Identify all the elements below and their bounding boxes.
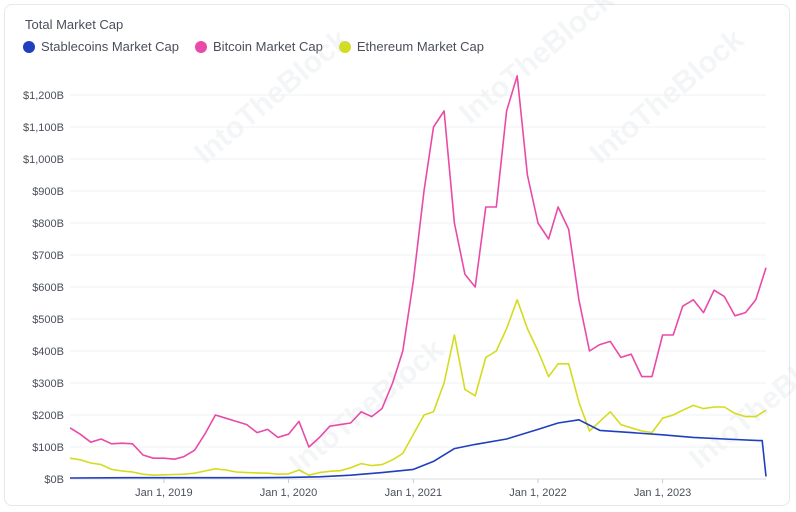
y-tick-label: $900B bbox=[32, 186, 64, 198]
x-tick-label: Jan 1, 2019 bbox=[135, 487, 193, 499]
watermark-text: IntoTheBlock bbox=[583, 23, 750, 171]
y-tick-label: $500B bbox=[32, 314, 64, 326]
y-tick-label: $800B bbox=[32, 218, 64, 230]
y-tick-label: $200B bbox=[32, 410, 64, 422]
watermark-text: IntoTheBlock bbox=[188, 23, 355, 171]
y-tick-label: $300B bbox=[32, 378, 64, 390]
y-tick-label: $600B bbox=[32, 282, 64, 294]
y-tick-label: $1,200B bbox=[23, 90, 64, 102]
legend-dot-ethereum bbox=[338, 40, 351, 53]
legend-item-bitcoin[interactable]: Bitcoin Market Cap bbox=[195, 39, 323, 54]
x-tick-label: Jan 1, 2023 bbox=[634, 487, 692, 499]
x-tick-label: Jan 1, 2020 bbox=[260, 487, 318, 499]
chart-title: Total Market Cap bbox=[25, 17, 124, 32]
y-tick-label: $1,000B bbox=[23, 154, 64, 166]
series-line-ethereum bbox=[69, 299, 767, 476]
y-tick-label: $700B bbox=[32, 250, 64, 262]
legend-label-bitcoin: Bitcoin Market Cap bbox=[213, 39, 323, 54]
legend: Stablecoins Market Cap Bitcoin Market Ca… bbox=[23, 39, 484, 54]
series-line-bitcoin bbox=[69, 75, 767, 460]
y-tick-label: $400B bbox=[32, 346, 64, 358]
watermark-text: IntoTheBlock bbox=[283, 333, 450, 481]
y-tick-label: $100B bbox=[32, 442, 64, 454]
x-tick-label: Jan 1, 2021 bbox=[385, 487, 443, 499]
legend-label-ethereum: Ethereum Market Cap bbox=[356, 39, 485, 54]
legend-item-stablecoins[interactable]: Stablecoins Market Cap bbox=[23, 39, 179, 54]
legend-dot-stablecoins bbox=[23, 40, 35, 53]
x-tick-label: Jan 1, 2022 bbox=[509, 487, 567, 499]
watermark-text: IntoTheBlock bbox=[453, 0, 620, 130]
legend-label-stablecoins: Stablecoins Market Cap bbox=[41, 39, 180, 54]
series-line-stablecoins bbox=[69, 419, 767, 479]
y-tick-label: $0B bbox=[44, 474, 64, 486]
watermark-text: IntoTheBlock bbox=[683, 328, 796, 476]
legend-item-ethereum[interactable]: Ethereum Market Cap bbox=[338, 39, 485, 54]
y-tick-label: $1,100B bbox=[23, 122, 64, 134]
legend-dot-bitcoin bbox=[195, 40, 208, 53]
